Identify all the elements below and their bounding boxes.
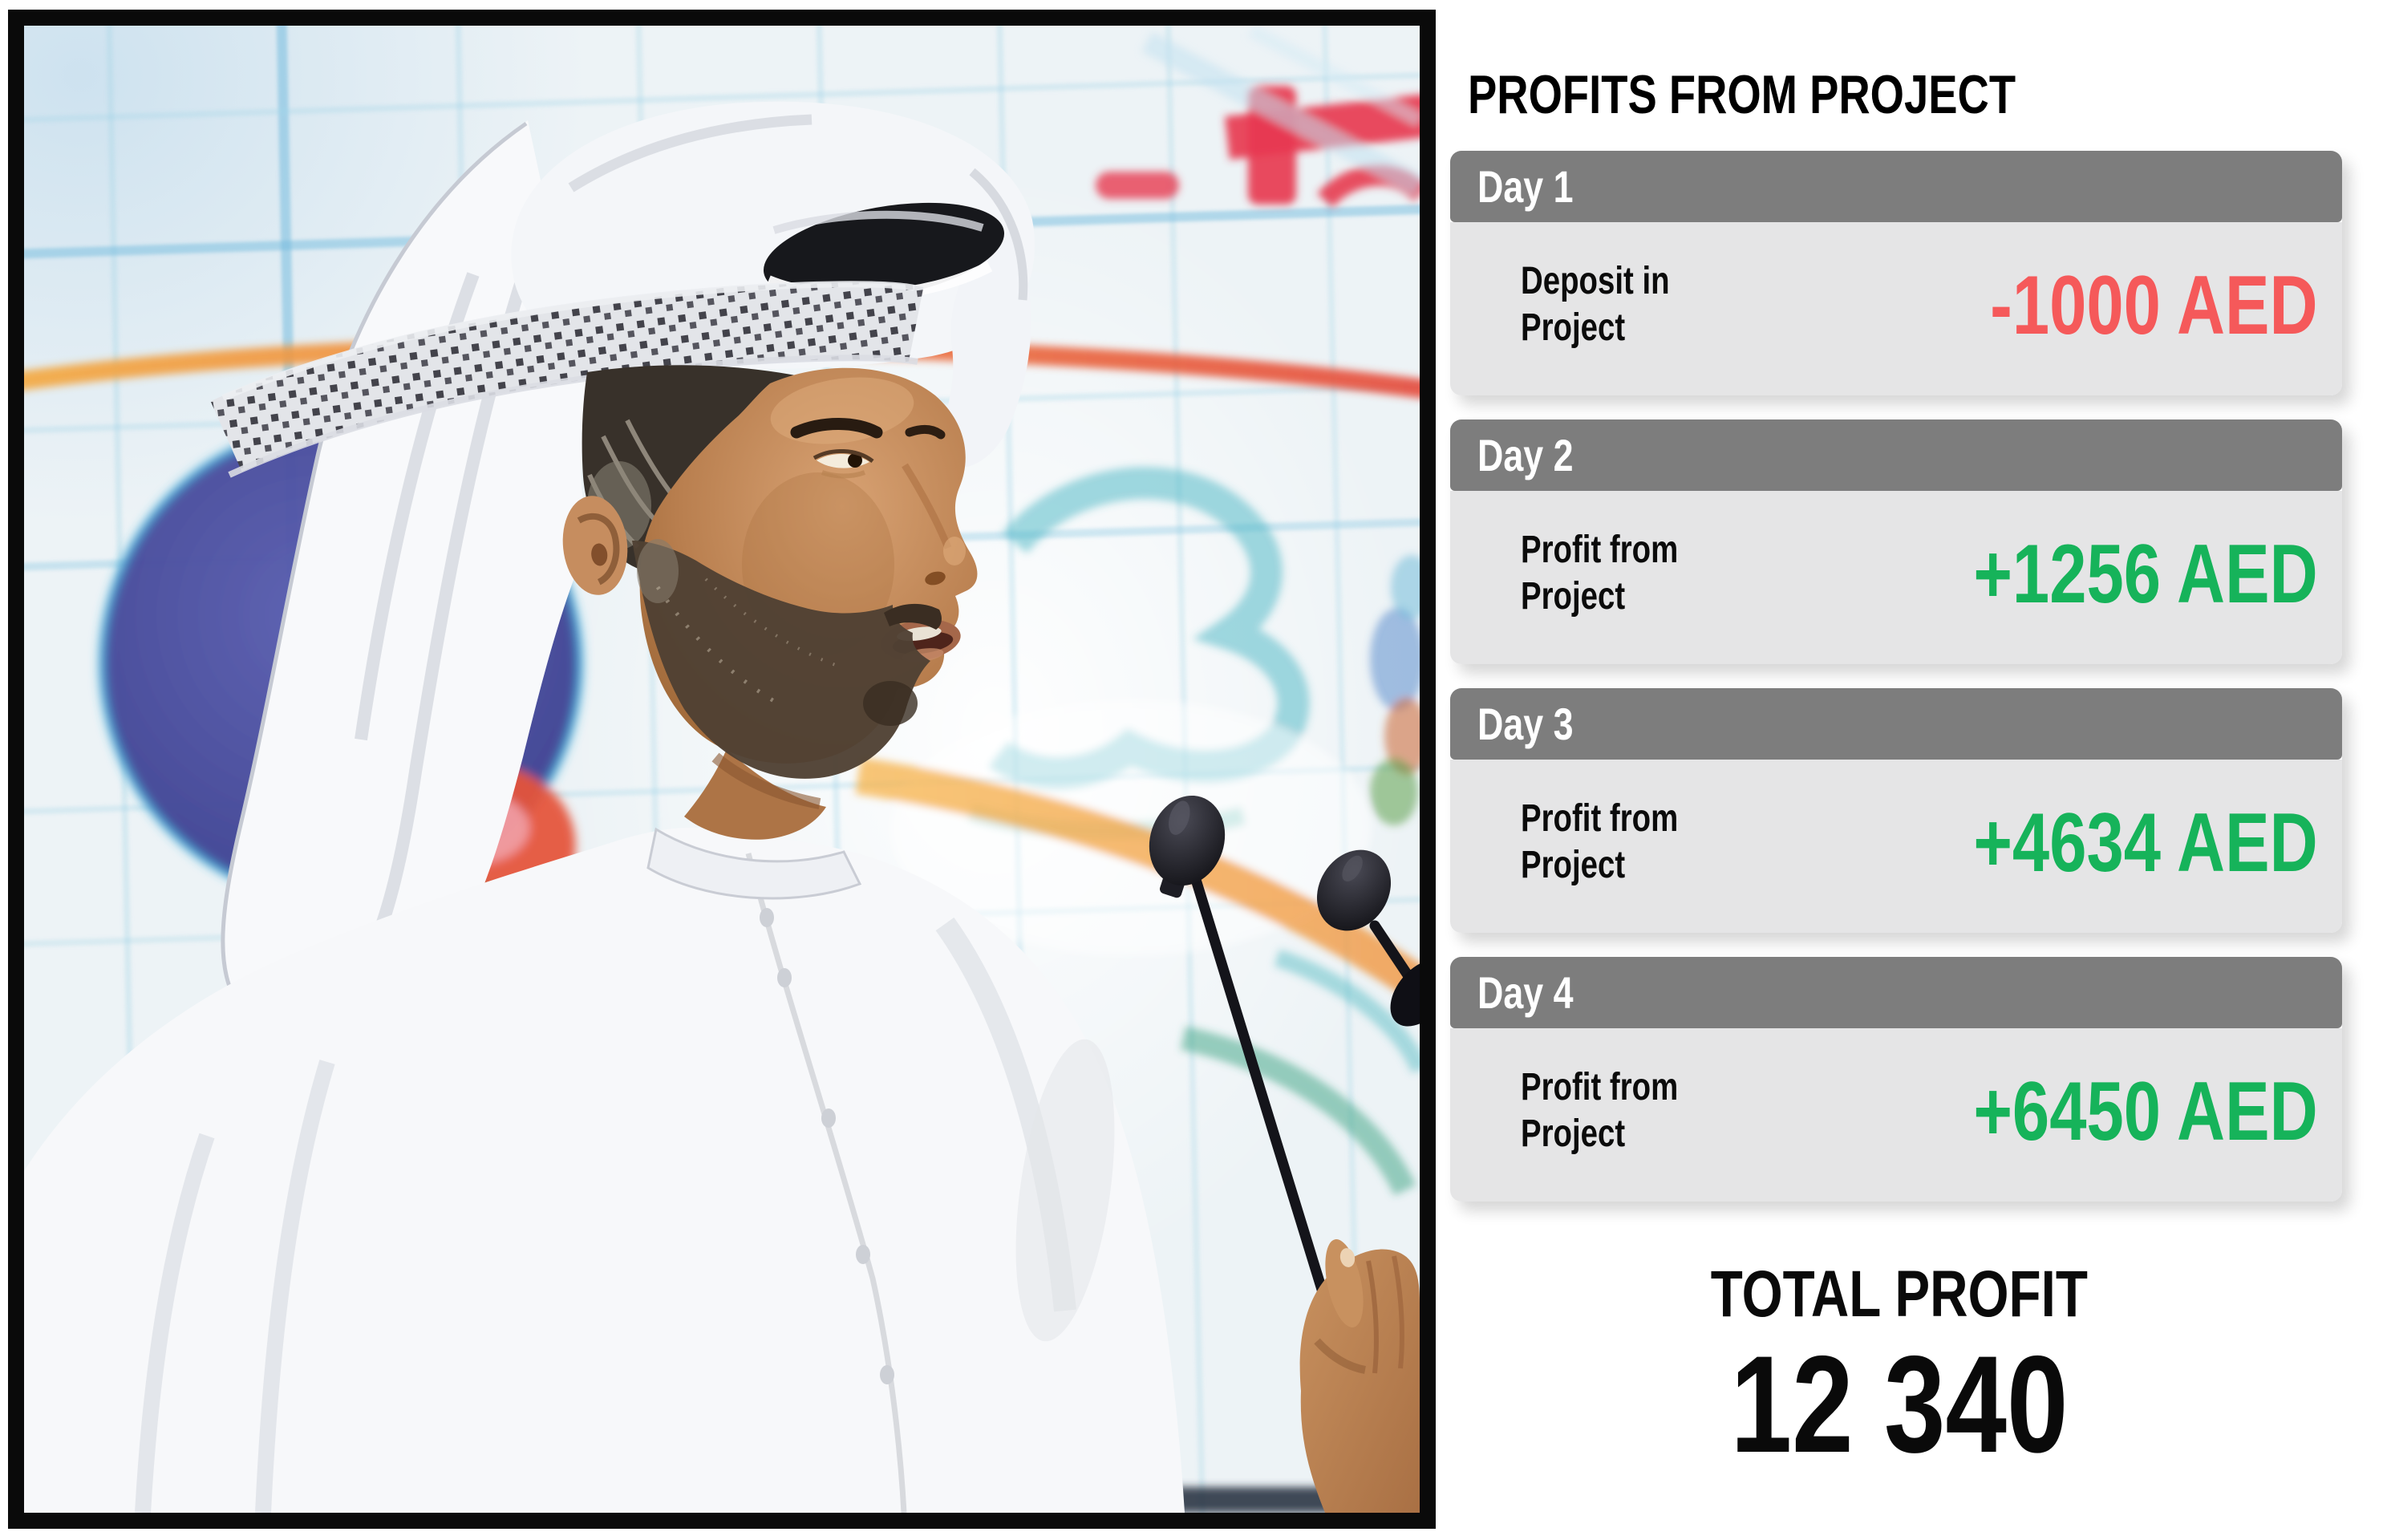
beard	[632, 539, 942, 779]
day-card-header: Day 2	[1450, 419, 2342, 491]
microphone-right	[1316, 849, 1392, 931]
total-profit-label: TOTAL PROFIT	[1710, 1258, 2089, 1331]
collar	[646, 827, 862, 900]
microphone-left	[1149, 795, 1226, 898]
day-card-body: Deposit in Project -1000 AED	[1450, 222, 2342, 395]
day-label: Day 4	[1477, 967, 1574, 1018]
profit-description: Profit from Project	[1521, 528, 1679, 618]
microphones	[1149, 795, 1420, 1513]
profit-amount: +4634 AED	[1973, 796, 2318, 890]
page-title: PROFITS FROM PROJECT	[1468, 67, 2153, 122]
speaker-figure	[24, 101, 1185, 1513]
total-profit-block: TOTAL PROFIT 12 340	[1450, 1258, 2348, 1481]
speaker-photo	[24, 26, 1420, 1513]
profit-amount: +6450 AED	[1973, 1065, 2318, 1158]
hand	[1299, 1239, 1420, 1513]
day-card-body: Profit from Project +4634 AED	[1450, 760, 2342, 933]
ear	[562, 496, 628, 595]
neck	[684, 749, 826, 840]
day-label: Day 2	[1477, 429, 1574, 480]
day-card-header: Day 4	[1450, 957, 2342, 1028]
day-card-body: Profit from Project +6450 AED	[1450, 1028, 2342, 1202]
day-label: Day 1	[1477, 160, 1574, 212]
day-card: Day 4 Profit from Project +6450 AED	[1450, 957, 2342, 1202]
day-card: Day 2 Profit from Project +1256 AED	[1450, 419, 2342, 664]
profit-description: Profit from Project	[1521, 796, 1679, 886]
profit-description: Profit from Project	[1521, 1065, 1679, 1155]
eyebrow	[790, 418, 883, 439]
profit-amount: +1256 AED	[1973, 528, 2318, 621]
nose	[902, 463, 952, 549]
day-card-body: Profit from Project +1256 AED	[1450, 491, 2342, 664]
day-card-header: Day 3	[1450, 688, 2342, 760]
profit-amount: -1000 AED	[1990, 259, 2318, 352]
profit-description: Deposit in Project	[1521, 259, 1670, 349]
day-cards: Day 1 Deposit in Project -1000 AED Day 2…	[1450, 151, 2342, 1226]
photo-frame	[8, 10, 1436, 1529]
total-profit-value: 12 340	[1730, 1327, 2069, 1481]
page-title-text: PROFITS FROM PROJECT	[1468, 64, 2016, 125]
day-card: Day 3 Profit from Project +4634 AED	[1450, 688, 2342, 933]
day-card-header: Day 1	[1450, 151, 2342, 222]
day-label: Day 3	[1477, 698, 1574, 749]
white-robe	[24, 827, 1185, 1513]
day-card: Day 1 Deposit in Project -1000 AED	[1450, 151, 2342, 395]
